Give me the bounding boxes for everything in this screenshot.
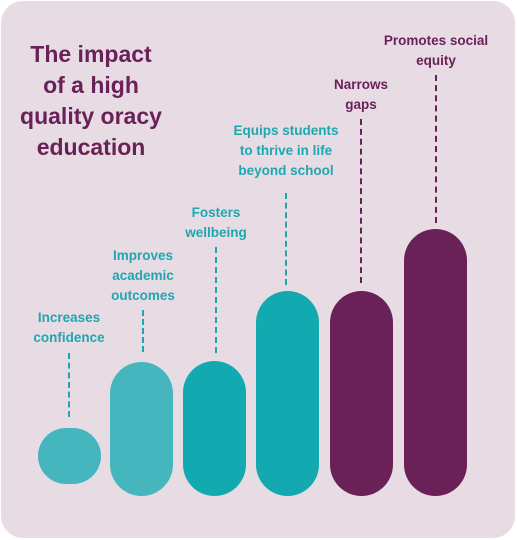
step-label-line: Improves xyxy=(112,248,174,263)
step-label-narrows-gaps: Narrows gaps xyxy=(311,75,411,115)
step-label-line: confidence xyxy=(33,330,105,345)
step-label-equips-students: Equips students to thrive in life beyond… xyxy=(211,121,361,181)
title-line: The impact xyxy=(30,41,152,67)
step-label-increases-confidence: Increases confidence xyxy=(9,308,129,348)
title-line: quality oracy xyxy=(20,103,162,129)
step-label-line: to thrive in life xyxy=(239,143,333,158)
step-label-line: Fosters xyxy=(191,205,241,220)
infographic-title: The impact of a high quality oracy educa… xyxy=(11,39,171,163)
bar-equips-students xyxy=(256,291,319,496)
step-label-line: equity xyxy=(416,53,456,68)
leader-line-promotes-social-equity xyxy=(435,75,437,223)
title-line: of a high xyxy=(43,72,139,98)
step-label-line: academic xyxy=(112,268,174,283)
step-label-line: beyond school xyxy=(238,163,334,178)
bar-increases-confidence xyxy=(38,428,101,484)
step-label-line: gaps xyxy=(345,97,377,112)
step-label-line: Increases xyxy=(37,310,101,325)
title-line: education xyxy=(36,134,146,160)
step-label-line: Equips students xyxy=(233,123,339,138)
bar-fosters-wellbeing xyxy=(183,361,246,496)
step-label-line: outcomes xyxy=(111,288,175,303)
leader-line-improves-academic-outcomes xyxy=(142,310,144,352)
bar-promotes-social-equity xyxy=(404,229,467,496)
step-label-promotes-social-equity: Promotes social equity xyxy=(366,31,506,71)
leader-line-narrows-gaps xyxy=(360,119,362,283)
step-label-line: Narrows xyxy=(333,77,389,92)
bar-narrows-gaps xyxy=(330,291,393,496)
leader-line-equips-students xyxy=(285,193,287,285)
step-label-fosters-wellbeing: Fosters wellbeing xyxy=(166,203,266,243)
bar-improves-academic-outcomes xyxy=(110,362,173,496)
leader-line-fosters-wellbeing xyxy=(215,247,217,353)
leader-line-increases-confidence xyxy=(68,353,70,417)
step-label-improves-academic-outcomes: Improves academic outcomes xyxy=(88,246,198,306)
step-label-line: Promotes social xyxy=(383,33,489,48)
step-label-line: wellbeing xyxy=(185,225,247,240)
